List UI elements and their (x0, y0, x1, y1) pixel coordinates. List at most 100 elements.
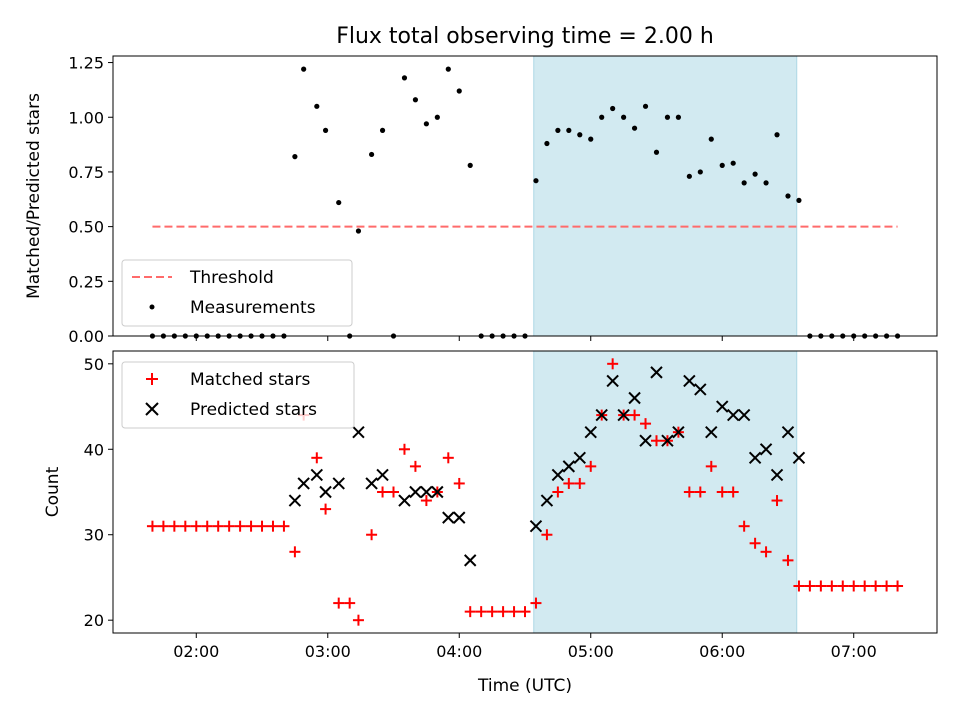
predicted-star-point (748, 451, 762, 465)
measurement-point (379, 127, 386, 133)
predicted-x-b (376, 468, 389, 482)
predicted-x-b (453, 511, 466, 524)
predicted-x-b (297, 477, 310, 490)
top-legend-box (121, 259, 353, 327)
top-y-ticks: 0.00 0.25 0.50 0.75 1.00 1.25 (68, 54, 113, 346)
matched-star-point (705, 460, 717, 472)
bottom-highlight-span (533, 350, 798, 634)
matched-star-point (377, 486, 389, 498)
predicted-x-b (672, 425, 685, 439)
matched-star-point (530, 597, 542, 609)
top-x-ticks (195, 336, 855, 341)
matched-star-point (320, 503, 332, 515)
measurement-point (774, 132, 780, 138)
matched-star-point (289, 546, 301, 558)
measurement-point (555, 127, 561, 133)
matched-star-point (344, 597, 356, 609)
measurement-point (719, 162, 725, 168)
predicted-x-b (705, 425, 718, 439)
predicted-x-b (694, 383, 707, 396)
predicted-x-b (352, 425, 365, 439)
matched-star-point (212, 520, 224, 532)
matched-star-point (146, 520, 158, 532)
predicted-x-b (683, 374, 696, 388)
predicted-x-b (431, 485, 444, 499)
predicted-x-b (617, 408, 630, 422)
measurement-point (686, 173, 692, 179)
measurement-point (434, 114, 440, 120)
top-axes-frame (112, 55, 938, 337)
measurement-point (292, 154, 298, 160)
predicted-star-point (792, 451, 806, 465)
bottom-legend-box (121, 361, 355, 429)
matched-star-point (892, 580, 904, 592)
matched-star-point (629, 409, 641, 421)
predicted-star-point (562, 460, 576, 473)
predicted-star-point (551, 468, 565, 482)
predicted-x-b (748, 451, 762, 465)
measurement-point (730, 160, 736, 166)
x-tick-label: 02:00 (173, 642, 219, 661)
matched-stars-points (146, 358, 904, 626)
bottom-legend-label-matched: Matched stars (190, 370, 310, 390)
matched-star-point (179, 520, 191, 532)
predicted-x-b (606, 374, 619, 388)
predicted-x-b (398, 494, 411, 507)
predicted-x-b (409, 485, 422, 499)
predicted-x-b (365, 477, 378, 490)
predicted-x-b (442, 511, 455, 524)
predicted-x-b (420, 485, 433, 499)
measurement-point (741, 180, 747, 186)
matched-star-point (552, 486, 564, 498)
top-highlight-span (533, 55, 798, 337)
matched-star-point (859, 580, 871, 592)
matched-star-point (640, 418, 652, 430)
predicted-x-b (288, 494, 302, 507)
matched-star-point (793, 580, 805, 592)
top-y-axis-label: Matched/Predicted stars (24, 93, 44, 299)
top-y-tick-label: 1.00 (68, 108, 104, 127)
bottom-y-axis-label: Count (43, 466, 63, 517)
measurement-point (642, 103, 649, 109)
bottom-y-tick-label: 40 (84, 440, 104, 459)
predicted-star-point (650, 366, 663, 379)
matched-star-point (826, 580, 838, 592)
matched-star-point (442, 452, 454, 464)
predicted-x-b (310, 468, 324, 482)
measurement-point (610, 105, 616, 112)
top-y-tick-label: 0.75 (68, 163, 104, 182)
predicted-x-b (529, 519, 543, 533)
matched-star-point (563, 477, 575, 489)
matched-star-point (848, 580, 860, 592)
measurement-point (314, 103, 320, 109)
matched-star-point (278, 520, 290, 532)
matched-star-point (749, 537, 761, 549)
predicted-star-point (628, 391, 641, 405)
predicted-star-point (672, 425, 685, 439)
measurement-point (785, 193, 791, 199)
x-tick-label: 07:00 (831, 642, 877, 661)
predicted-star-point (420, 485, 433, 499)
top-panel: 0.00 0.25 0.50 0.75 1.00 1.25 Matched/Predict… (24, 54, 938, 346)
measurement-point (653, 149, 660, 155)
predicted-x-b (792, 451, 806, 465)
bottom-y-tick-label: 20 (84, 611, 104, 630)
predicted-star-point (694, 383, 707, 396)
predicted-star-point (398, 494, 411, 507)
predicted-legend-swatch (145, 402, 159, 416)
predicted-star-point (683, 374, 696, 388)
bottom-legend: Matched stars Predicted stars (121, 361, 355, 429)
predicted-x-b (551, 468, 565, 482)
measurement-point (355, 228, 362, 234)
matched-star-point (683, 486, 695, 498)
matched-star-point (870, 580, 882, 592)
predicted-x-b (540, 494, 554, 507)
top-legend-label-measurements: Measurements (190, 298, 316, 318)
matched-star-point (234, 520, 246, 532)
matched-star-point (519, 606, 531, 618)
predicted-x-b (628, 391, 641, 405)
top-legend: Threshold Measurements (121, 259, 353, 327)
measurement-point (467, 162, 473, 168)
predicted-star-point (759, 443, 773, 456)
